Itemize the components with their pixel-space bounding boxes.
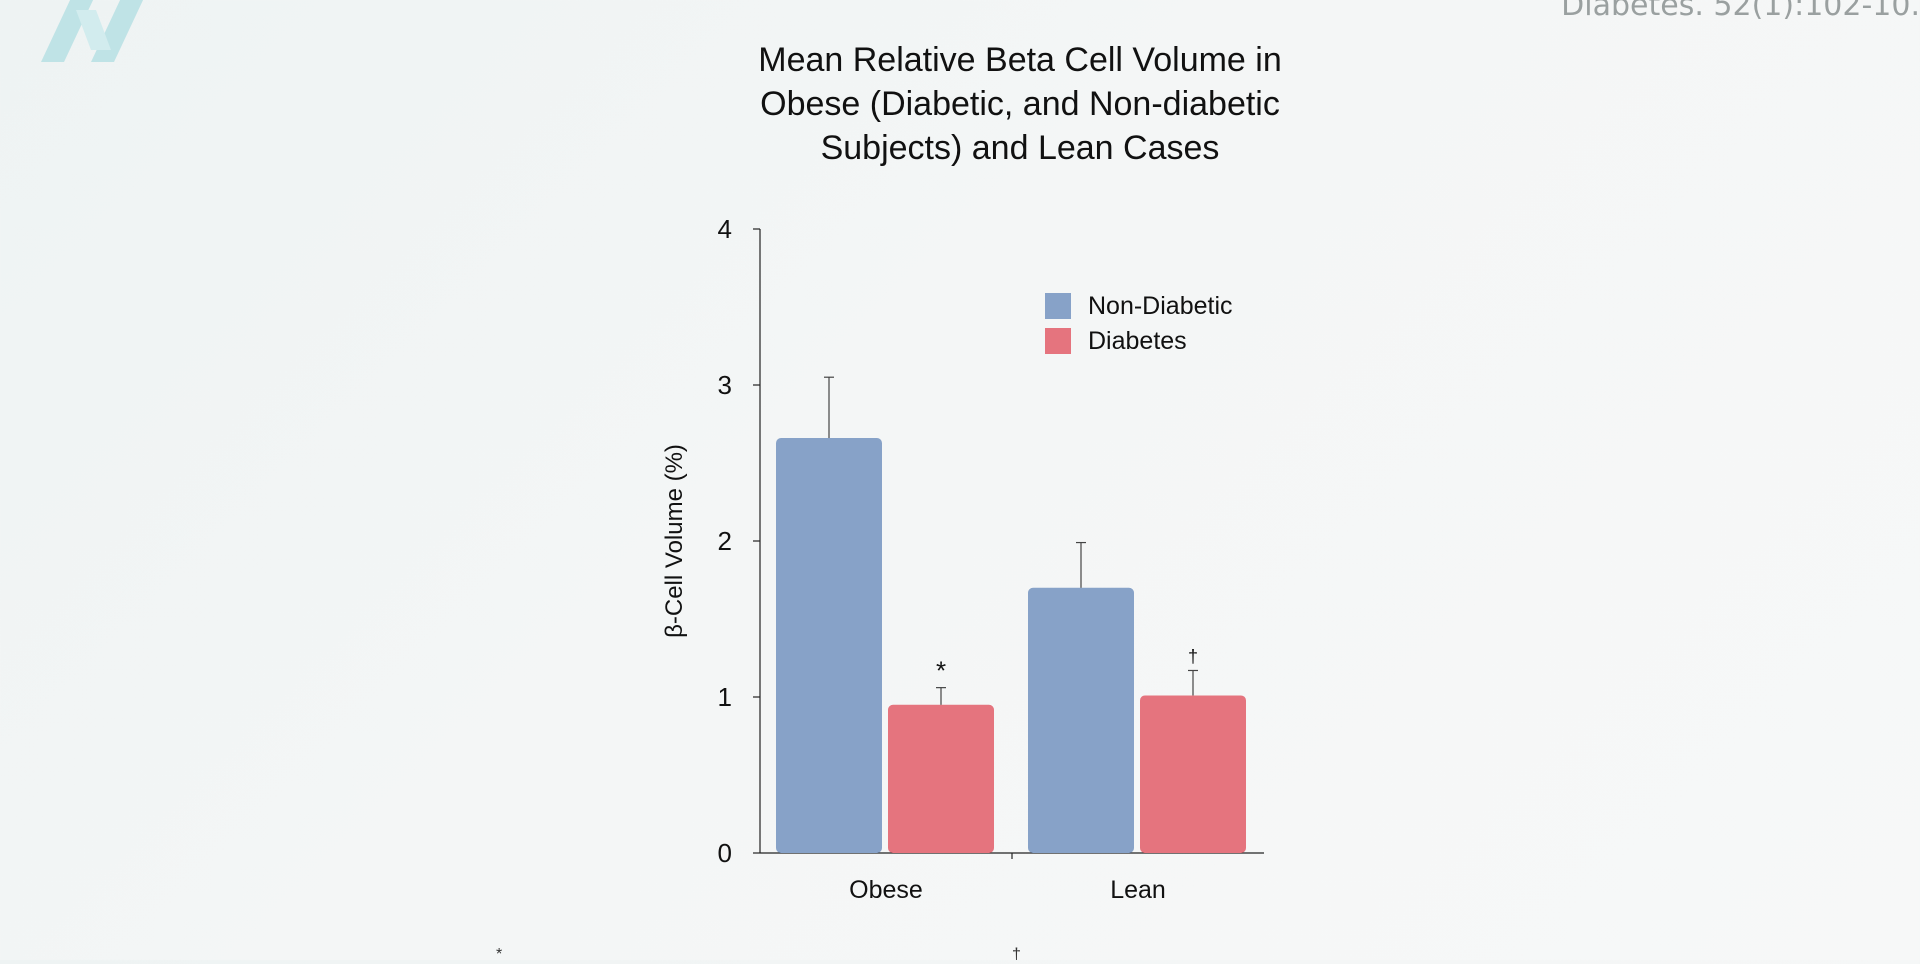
chart-title: Mean Relative Beta Cell Volume in Obese … [640, 38, 1400, 170]
y-tick-label: 1 [718, 682, 732, 712]
significance-marker: † [1188, 646, 1198, 666]
footnote-marker: * [496, 946, 503, 963]
bar [776, 438, 882, 853]
chart-title-line: Subjects) and Lean Cases [820, 129, 1220, 167]
y-tick-label: 0 [718, 838, 732, 868]
legend-swatch [1045, 293, 1071, 319]
y-tick-label: 2 [718, 526, 732, 556]
y-tick-label: 3 [718, 370, 732, 400]
bar [1140, 695, 1246, 853]
significance-marker: * [936, 656, 946, 686]
citation-text: Diabetes. 52(1):102-10. [1561, 0, 1920, 23]
legend-swatch [1045, 328, 1071, 354]
bar [1028, 587, 1134, 853]
x-tick-label: Lean [1110, 876, 1166, 904]
footnote-marker: † [1012, 946, 1021, 963]
chart-title-line: Obese (Diabetic, and Non-diabetic [760, 85, 1280, 123]
chart-title-line: Mean Relative Beta Cell Volume in [758, 41, 1282, 79]
brand-logo-icon [41, 0, 144, 62]
x-tick-label: Obese [849, 876, 923, 904]
legend-label: Non-Diabetic [1088, 292, 1233, 320]
bar [888, 704, 994, 853]
y-tick-label: 4 [718, 214, 732, 244]
y-axis-label: β-Cell Volume (%) [661, 444, 688, 638]
legend-label: Diabetes [1088, 327, 1187, 355]
